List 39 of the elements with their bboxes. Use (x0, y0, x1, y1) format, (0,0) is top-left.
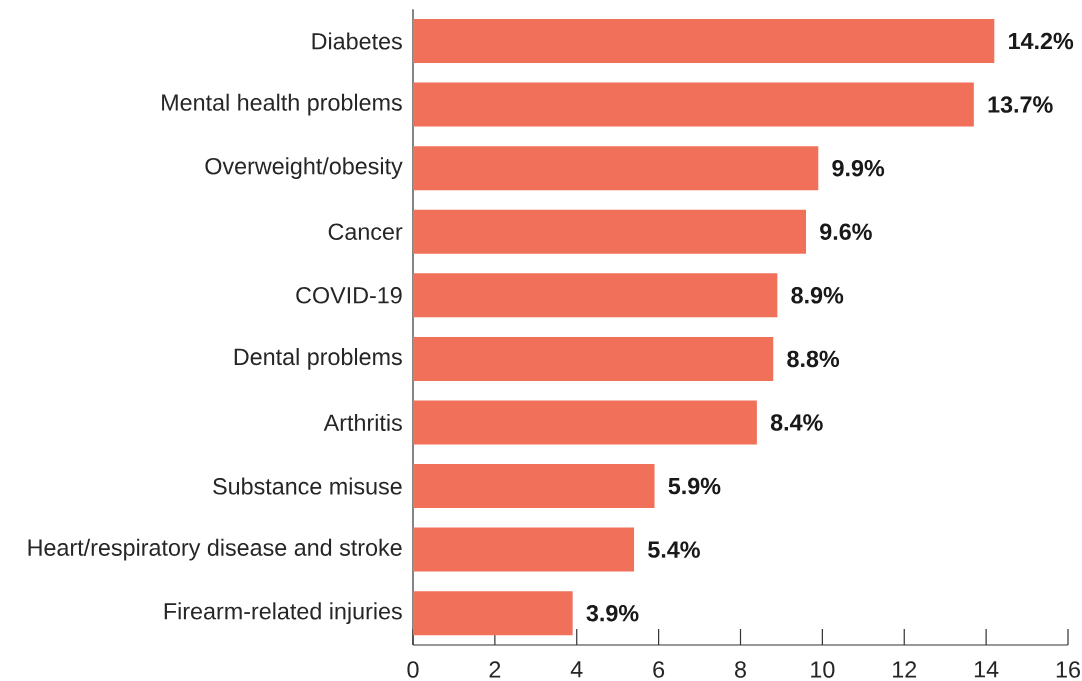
bar (413, 18, 995, 63)
x-tick-label: 2 (489, 661, 501, 678)
bar (413, 273, 778, 318)
data-label: 5.9% (668, 477, 721, 495)
bar (413, 146, 819, 191)
y-tick-label: Dental problems (234, 348, 402, 370)
data-label: 8.8% (787, 350, 840, 368)
x-tick-label: 0 (407, 661, 419, 678)
y-tick-label: Mental health problems (162, 93, 402, 116)
x-tick-label: 6 (653, 661, 665, 678)
x-tick-label: 4 (570, 661, 583, 678)
y-tick-label: Cancer (328, 223, 403, 240)
x-tick-label: 12 (893, 661, 917, 678)
data-label: 9.6% (820, 223, 872, 240)
y-tick-label: Substance misuse (213, 477, 402, 495)
y-tick-label: Arthritis (323, 413, 402, 432)
y-tick-label: COVID-19 (296, 287, 402, 304)
bar (413, 209, 806, 254)
data-label: 9.9% (832, 159, 885, 177)
x-tick-label: 16 (1056, 661, 1080, 678)
data-label: 8.9% (791, 287, 844, 304)
data-label: 8.4% (770, 414, 823, 431)
bar (413, 400, 757, 445)
data-label: 13.7% (988, 96, 1053, 113)
data-label: 5.4% (648, 541, 700, 558)
bar (413, 336, 774, 381)
x-tick-label: 10 (811, 661, 835, 678)
y-tick-label: Diabetes (312, 32, 402, 50)
bar (413, 464, 655, 509)
y-tick-label: Firearm-related injuries (164, 602, 402, 625)
bar (413, 527, 635, 572)
bar (413, 82, 974, 127)
x-tick-label: 8 (735, 661, 746, 678)
data-label: 14.2% (1009, 32, 1074, 50)
bar (413, 591, 573, 636)
data-label: 3.9% (586, 604, 639, 622)
y-tick-label: Heart/respiratory disease and stroke (28, 538, 402, 561)
y-tick-label: Overweight/obesity (205, 157, 403, 180)
x-tick-label: 14 (974, 661, 999, 678)
